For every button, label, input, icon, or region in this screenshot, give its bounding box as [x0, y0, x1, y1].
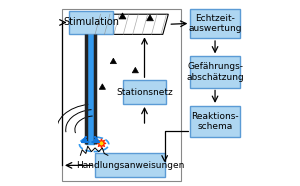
Text: Handlungsanweisungen: Handlungsanweisungen: [76, 161, 184, 170]
Text: Stimulation: Stimulation: [63, 17, 119, 28]
Text: Gefährungs-
abschätzung: Gefährungs- abschätzung: [186, 62, 244, 82]
FancyBboxPatch shape: [95, 153, 165, 177]
FancyBboxPatch shape: [190, 56, 240, 87]
Polygon shape: [93, 14, 168, 34]
FancyBboxPatch shape: [69, 11, 113, 34]
FancyBboxPatch shape: [190, 9, 240, 38]
Polygon shape: [132, 67, 139, 73]
Text: Reaktions-
schema: Reaktions- schema: [191, 112, 239, 131]
Polygon shape: [119, 13, 126, 19]
FancyBboxPatch shape: [190, 106, 240, 137]
Text: Stationsnetz: Stationsnetz: [116, 88, 173, 97]
Polygon shape: [147, 15, 153, 21]
Polygon shape: [97, 139, 106, 148]
Text: Echtzeit-
auswertung: Echtzeit- auswertung: [188, 14, 242, 33]
Polygon shape: [110, 58, 116, 64]
FancyBboxPatch shape: [122, 80, 166, 104]
Polygon shape: [99, 84, 106, 89]
